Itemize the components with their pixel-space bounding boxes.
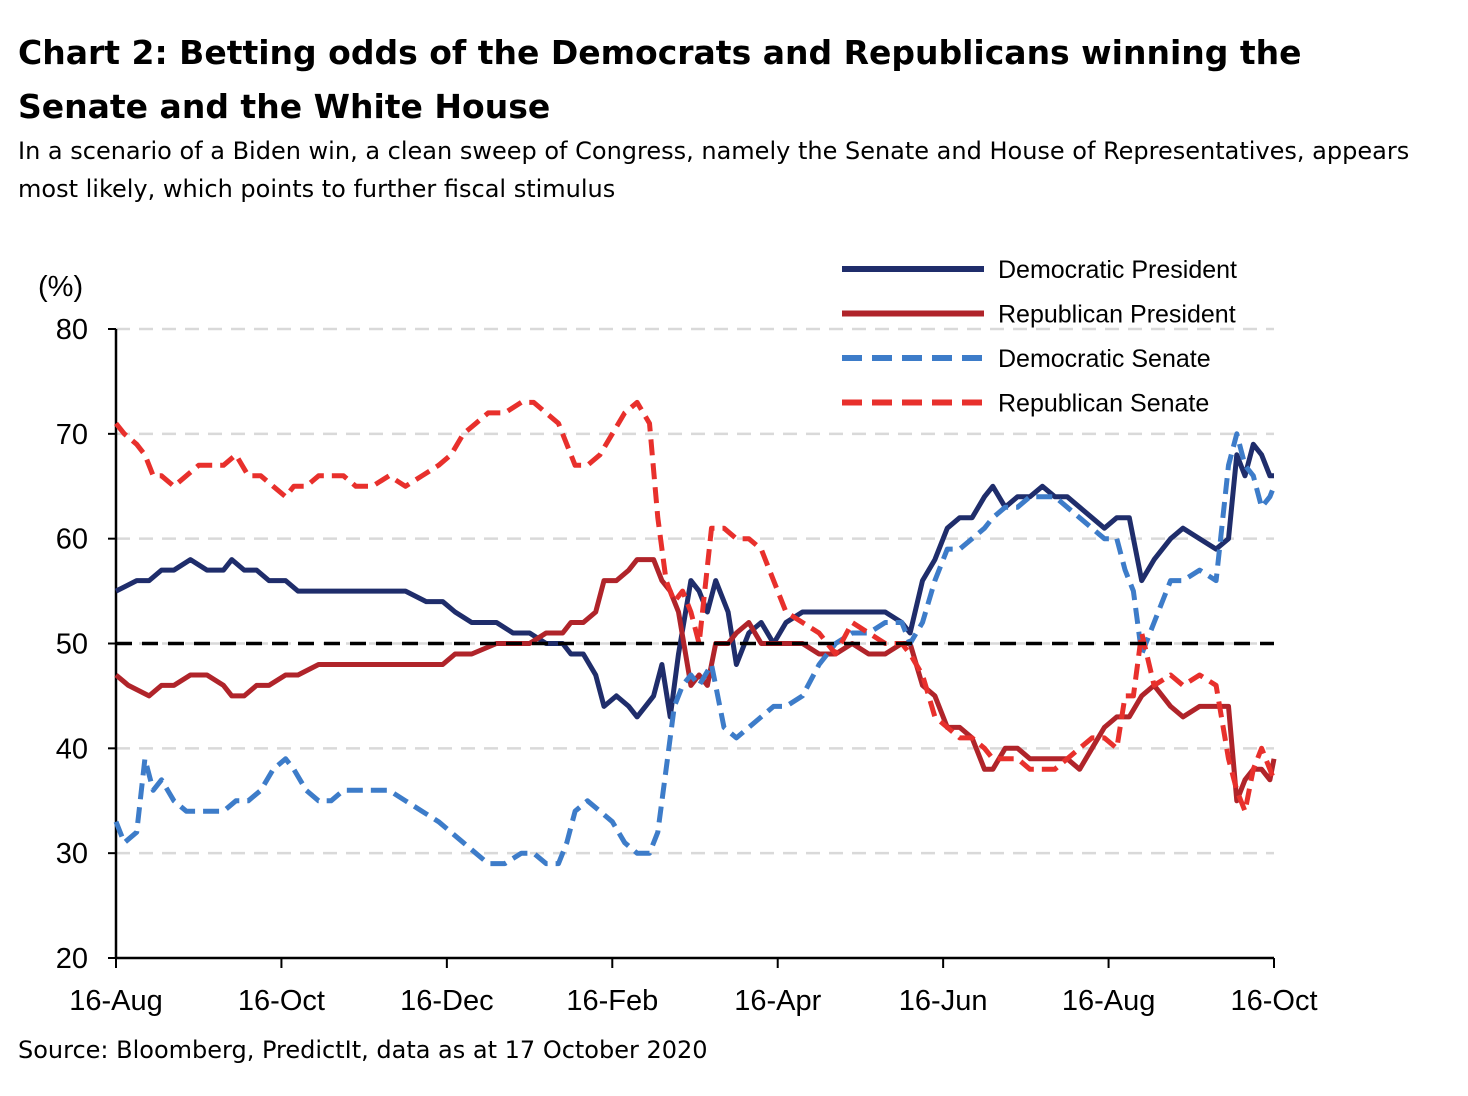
x-tick-label: 16-Aug — [1062, 985, 1156, 1017]
series-line-0 — [114, 441, 1274, 720]
y-axis-label: (%) — [38, 271, 83, 303]
x-tick-label: 16-Oct — [238, 985, 325, 1017]
x-tick-label: 16-Apr — [734, 985, 821, 1017]
x-tick-label: 16-Dec — [400, 985, 494, 1017]
legend-label: Republican President — [998, 301, 1236, 329]
chart-title: Chart 2: Betting odds of the Democrats a… — [18, 33, 1302, 126]
y-tick-label: 40 — [56, 733, 88, 765]
y-tick-label: 30 — [56, 838, 88, 870]
y-tick-label: 50 — [56, 629, 88, 661]
x-tick-label: 16-Jun — [899, 985, 988, 1017]
x-tick-label: 16-Aug — [69, 985, 163, 1017]
legend-label: Democratic President — [998, 256, 1237, 284]
series-lines — [113, 399, 1277, 867]
axes: 20 30 40 50 60 70 80 16-Aug 16-Oct 16-Dec 16-Feb 16… — [56, 314, 1318, 1017]
legend: Democratic President Republican President… — [842, 256, 1237, 418]
series-line-2 — [113, 431, 1277, 867]
x-tick-label: 16-Oct — [1230, 985, 1317, 1017]
series-line-3 — [114, 399, 1277, 814]
y-tick-label: 20 — [56, 943, 88, 975]
y-tick-label: 70 — [56, 419, 88, 451]
legend-label: Democratic Senate — [998, 345, 1211, 373]
x-tick-label: 16-Feb — [566, 985, 658, 1017]
source-note: Source: Bloomberg, PredictIt, data as at… — [18, 1036, 708, 1064]
y-tick-label: 80 — [56, 314, 88, 346]
y-tick-label: 60 — [56, 524, 88, 556]
legend-label: Republican Senate — [998, 390, 1209, 418]
chart-subtitle: In a scenario of a Biden win, a clean sw… — [18, 137, 1410, 203]
